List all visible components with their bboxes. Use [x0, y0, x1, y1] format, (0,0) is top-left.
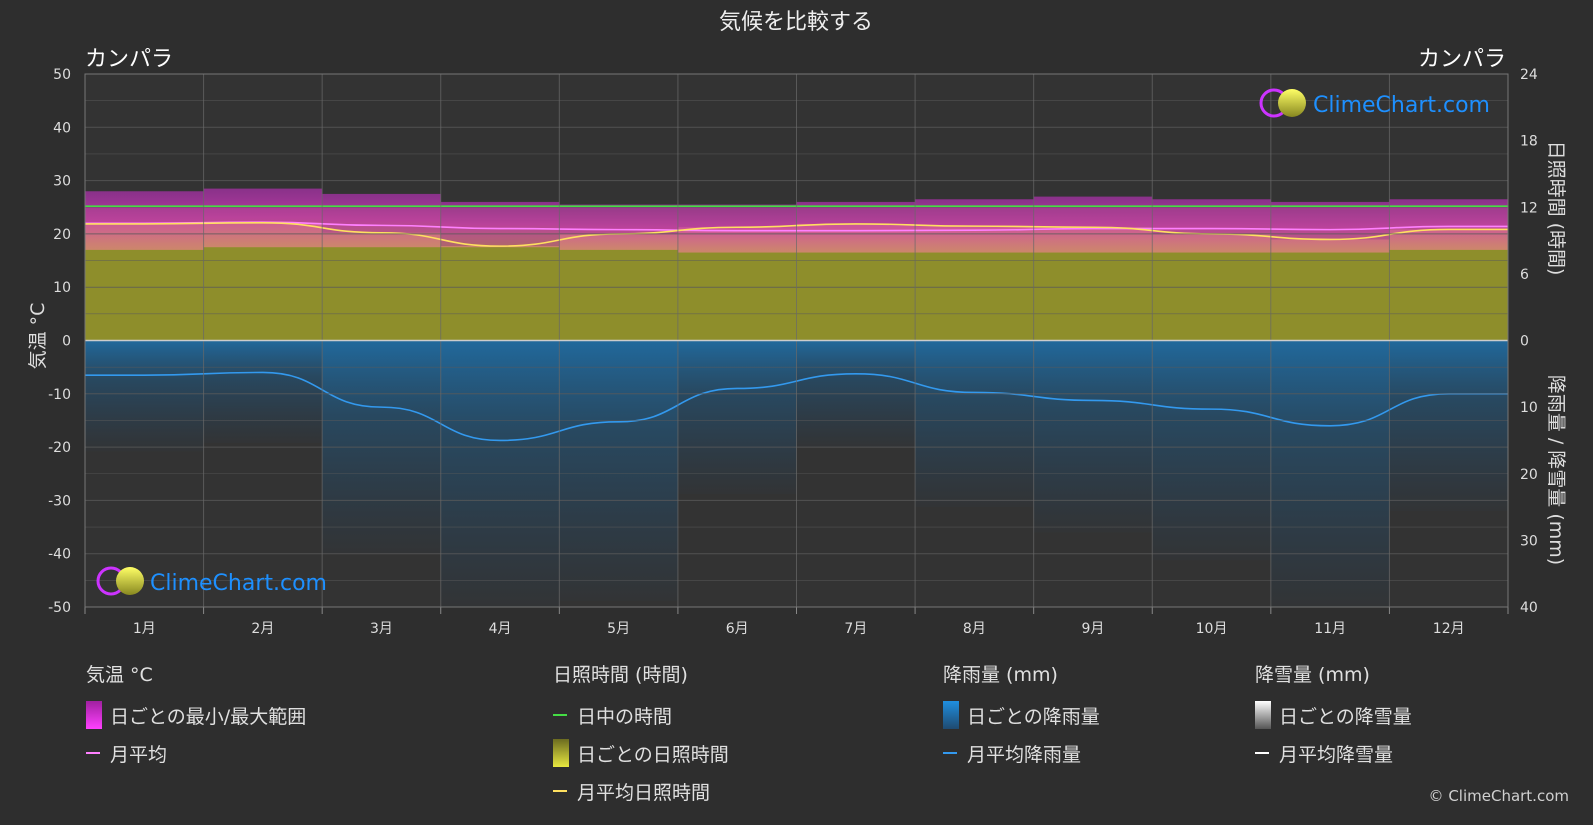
- temp-range-swatch: [86, 701, 102, 729]
- axes: 50 40 30 20 10 0 -10 -20 -30 -40 -50 24 18 12 6 0 10 20 30…: [48, 67, 1538, 637]
- x-axis-tick-label: 7月: [844, 621, 867, 637]
- temp-range-bar: [322, 193, 441, 248]
- left-axis-label: 気温 °C: [27, 303, 49, 370]
- x-axis-tick-label: 8月: [963, 621, 986, 637]
- copyright[interactable]: © ClimeChart.com: [1428, 787, 1569, 805]
- brand-logo-bottom[interactable]: ClimeChart.com: [96, 566, 327, 596]
- temp-range-bar: [440, 201, 560, 248]
- legend-rain: 降雨量 (mm) 日ごとの降雨量 月平均降雨量: [943, 660, 1100, 777]
- sunshine-daily-bar: [1270, 239, 1390, 341]
- temp-range-bar: [1270, 201, 1390, 253]
- legend-snow: 降雪量 (mm) 日ごとの降雪量 月平均降雪量: [1255, 660, 1412, 777]
- legend-sunshine-avg: 月平均日照時間: [577, 781, 711, 804]
- location-right: カンパラ: [1418, 47, 1506, 72]
- brand-logo-top[interactable]: ClimeChart.com: [1259, 88, 1490, 118]
- left-axis-tick-label: 30: [53, 174, 71, 190]
- left-axis-tick-label: -30: [48, 493, 71, 509]
- rain-avg-line: [85, 371, 1508, 442]
- sunshine-daily-bar: [440, 246, 560, 341]
- left-axis-tick-label: 20: [53, 227, 71, 243]
- left-axis-tick-label: 0: [62, 334, 71, 350]
- left-axis-tick-label: -10: [48, 387, 71, 403]
- rain-daily-bar: [915, 340, 1034, 507]
- right-top-axis-tick-label: 6: [1520, 267, 1529, 283]
- climate-chart: 気候を比較する カンパラ カンパラ 50 40 30 20 10 0 -10 -20 -30 -4…: [27, 10, 1567, 637]
- legend-temp-avg: 月平均: [110, 743, 168, 766]
- x-axis-tick-label: 6月: [726, 621, 749, 637]
- chart-title: 気候を比較する: [719, 10, 873, 35]
- temp-range-bar: [796, 201, 916, 253]
- legend-rain-head: 降雨量 (mm): [943, 664, 1058, 686]
- temp-range-bar: [85, 191, 204, 250]
- sunshine-avg-line: [84, 221, 1508, 247]
- legend-snow-head: 降雪量 (mm): [1255, 664, 1370, 686]
- legend-snow-avg: 月平均降雪量: [1279, 743, 1394, 766]
- temp-avg-line: [84, 221, 1508, 232]
- daylight-swatch: [553, 714, 567, 716]
- temp-range-bar: [1152, 199, 1271, 253]
- right-top-axis-label: 日照時間 (時間): [1545, 141, 1567, 276]
- logo-sun-icon: [1278, 89, 1306, 117]
- right-bottom-axis-tick-label: 20: [1520, 467, 1538, 483]
- location-left: カンパラ: [85, 47, 173, 72]
- left-axis-tick-label: 40: [53, 120, 71, 136]
- logo-sun-icon: [116, 567, 144, 595]
- x-axis-tick-label: 11月: [1314, 621, 1346, 637]
- rain-daily-bar: [85, 340, 204, 452]
- temp-range-bar: [559, 204, 678, 250]
- right-top-axis-tick-label: 24: [1520, 67, 1538, 83]
- right-bottom-axis-label: 降雨量 / 降雪量 (mm): [1545, 375, 1567, 565]
- brand-name-bottom: ClimeChart.com: [150, 571, 327, 596]
- right-top-axis-tick-label: 12: [1520, 200, 1538, 216]
- rain-daily-bar: [559, 340, 678, 601]
- x-axis-tick-label: 4月: [489, 621, 512, 637]
- legend-temperature: 気温 °C 日ごとの最小/最大範囲 月平均: [86, 660, 306, 777]
- x-axis-tick-label: 5月: [607, 621, 630, 637]
- sunshine-daily-swatch: [553, 739, 569, 767]
- x-axis-tick-label: 1月: [133, 621, 156, 637]
- sunshine-avg-swatch: [553, 790, 567, 792]
- right-top-axis-tick-label: 18: [1520, 134, 1538, 150]
- rain-avg-swatch: [943, 752, 957, 754]
- rain-daily-swatch: [943, 701, 959, 729]
- left-axis-tick-label: 50: [53, 67, 71, 83]
- left-axis-tick-label: -50: [48, 600, 71, 616]
- temp-range-bar: [1033, 196, 1153, 253]
- left-axis-tick-label: -20: [48, 440, 71, 456]
- brand-name-top: ClimeChart.com: [1313, 93, 1490, 118]
- left-axis-tick-label: 10: [53, 280, 71, 296]
- legend-sunshine: 日照時間 (時間) 日中の時間 日ごとの日照時間 月平均日照時間: [553, 660, 729, 815]
- snow-daily-swatch: [1255, 701, 1271, 729]
- rain-daily-bar: [1152, 340, 1271, 561]
- legend-sunshine-daily: 日ごとの日照時間: [577, 743, 729, 766]
- rain-daily-bar: [677, 340, 797, 495]
- x-axis-tick-label: 9月: [1081, 621, 1104, 637]
- legend-temperature-head: 気温 °C: [86, 664, 153, 686]
- legend-rain-daily: 日ごとの降雨量: [967, 705, 1100, 728]
- left-axis-tick-label: -40: [48, 547, 71, 563]
- legend-daylight: 日中の時間: [577, 705, 673, 728]
- right-bottom-axis-tick-label: 30: [1520, 533, 1538, 549]
- plot-border: [84, 73, 1509, 608]
- legend-sunshine-head: 日照時間 (時間): [553, 664, 688, 686]
- legend-rain-avg: 月平均降雨量: [967, 743, 1082, 766]
- x-axis-tick-label: 10月: [1196, 621, 1228, 637]
- sunshine-daily-bar: [322, 232, 441, 341]
- x-axis-tick-label: 2月: [251, 621, 274, 637]
- x-axis-tick-label: 12月: [1433, 621, 1465, 637]
- rain-daily-bar: [203, 340, 323, 443]
- right-bottom-axis-tick-label: 40: [1520, 600, 1538, 616]
- temp-avg-swatch: [86, 752, 100, 754]
- legend-snow-daily: 日ごとの降雪量: [1279, 705, 1412, 728]
- snow-avg-swatch: [1255, 752, 1269, 754]
- right-bottom-axis-tick-label: 10: [1520, 400, 1538, 416]
- temp-range-bar: [1389, 199, 1508, 250]
- x-axis-tick-label: 3月: [370, 621, 393, 637]
- rain-daily-bar: [1389, 340, 1508, 512]
- right-top-axis-tick-label: 0: [1520, 334, 1529, 350]
- rain-daily-bar: [1033, 340, 1153, 533]
- legend-temp-range: 日ごとの最小/最大範囲: [110, 705, 307, 728]
- temp-range-bar: [203, 188, 323, 248]
